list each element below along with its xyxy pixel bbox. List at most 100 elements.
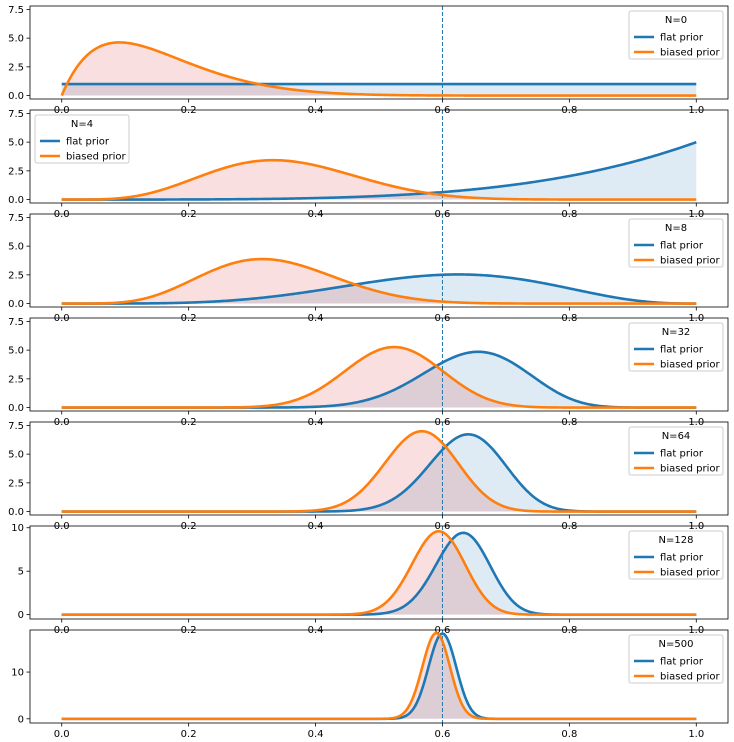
y-tick-label: 5.0 bbox=[8, 138, 24, 149]
x-tick-label: 0.4 bbox=[308, 521, 324, 532]
plot-area bbox=[61, 214, 697, 307]
legend: N=500 flat prior biased prior bbox=[628, 634, 724, 684]
legend-title: N=0 bbox=[665, 15, 687, 26]
y-tick-label: 2.5 bbox=[8, 270, 24, 281]
legend-box bbox=[34, 114, 130, 164]
axes-frame bbox=[29, 213, 729, 308]
flat-prior-fill bbox=[61, 142, 697, 200]
y-tick-label: 2.5 bbox=[8, 374, 24, 385]
x-tick-label: 0.4 bbox=[308, 313, 324, 324]
flat-prior-line bbox=[61, 632, 697, 721]
x-tick-label: 0.0 bbox=[54, 625, 70, 636]
legend-label: biased prior bbox=[660, 672, 720, 683]
biased-prior-fill bbox=[61, 259, 697, 304]
legend: N=4 flat prior biased prior bbox=[34, 114, 130, 164]
y-tick-label: 7.5 bbox=[8, 317, 24, 328]
x-tick-label: 0.8 bbox=[561, 729, 577, 740]
x-tick-label: 0.8 bbox=[561, 521, 577, 532]
x-tick-label: 0.0 bbox=[54, 209, 70, 220]
legend-title: N=32 bbox=[662, 327, 691, 338]
y-tick-label: 0.0 bbox=[8, 299, 24, 310]
y-tick-label: 10 bbox=[11, 668, 24, 679]
legend-title: N=8 bbox=[665, 223, 687, 234]
x-tick-label: 1.0 bbox=[688, 105, 704, 116]
legend-title: N=64 bbox=[662, 431, 691, 442]
legend-title: N=4 bbox=[71, 119, 93, 130]
panel-n-500: 0.0 0.2 0.4 0.6 0.8 1.0 0 10 N=500 flat prior bias… bbox=[11, 629, 729, 740]
legend-label: flat prior bbox=[660, 657, 704, 668]
x-tick-label: 0.8 bbox=[561, 417, 577, 428]
x-tick-label: 0.0 bbox=[54, 105, 70, 116]
flat-prior-line bbox=[61, 531, 697, 616]
flat-prior-fill bbox=[61, 351, 697, 408]
x-tick-label: 0.4 bbox=[308, 729, 324, 740]
legend: N=64 flat prior biased prior bbox=[628, 426, 724, 476]
y-tick-label: 10 bbox=[11, 523, 24, 534]
flat-prior-fill bbox=[61, 84, 697, 96]
plot-area bbox=[61, 526, 697, 619]
x-tick-label: 0.0 bbox=[54, 313, 70, 324]
x-tick-label: 0.2 bbox=[181, 521, 197, 532]
legend-box bbox=[628, 426, 724, 476]
legend: N=32 flat prior biased prior bbox=[628, 322, 724, 372]
axes-frame bbox=[29, 525, 729, 620]
axes-frame bbox=[29, 109, 729, 204]
x-tick-label: 0.8 bbox=[561, 313, 577, 324]
legend-label: biased prior bbox=[660, 256, 720, 267]
y-tick-label: 0.0 bbox=[8, 403, 24, 414]
legend-title: N=500 bbox=[659, 639, 694, 650]
x-tick-label: 0.2 bbox=[181, 417, 197, 428]
legend-box bbox=[628, 322, 724, 372]
biased-prior-line bbox=[61, 158, 697, 201]
x-tick-label: 1.0 bbox=[688, 521, 704, 532]
legend: N=128 flat prior biased prior bbox=[628, 530, 724, 580]
legend-label: biased prior bbox=[660, 464, 720, 475]
x-tick-label: 0.4 bbox=[308, 209, 324, 220]
legend-label: flat prior bbox=[660, 449, 704, 460]
flat-prior-fill bbox=[61, 274, 697, 304]
axes-frame bbox=[29, 317, 729, 412]
legend-label: biased prior bbox=[660, 360, 720, 371]
x-tick-label: 0.0 bbox=[54, 521, 70, 532]
x-tick-label: 1.0 bbox=[688, 625, 704, 636]
x-tick-label: 0.6 bbox=[435, 729, 451, 740]
legend-label: flat prior bbox=[660, 33, 704, 44]
legend: N=8 flat prior biased prior bbox=[628, 218, 724, 268]
plot-area bbox=[61, 630, 697, 723]
flat-prior-fill bbox=[61, 633, 697, 719]
flat-prior-line bbox=[61, 273, 697, 305]
legend-label: flat prior bbox=[66, 137, 110, 148]
x-tick-label: 0.2 bbox=[181, 625, 197, 636]
y-tick-label: 7.5 bbox=[8, 5, 24, 16]
biased-prior-line bbox=[61, 529, 697, 616]
y-tick-label: 0.0 bbox=[8, 91, 24, 102]
legend-title: N=128 bbox=[659, 535, 694, 546]
legend-box bbox=[628, 530, 724, 580]
x-tick-label: 0.8 bbox=[561, 105, 577, 116]
plot-area bbox=[61, 110, 697, 203]
x-tick-label: 0.8 bbox=[561, 209, 577, 220]
biased-prior-line bbox=[61, 345, 697, 409]
x-tick-label: 1.0 bbox=[688, 729, 704, 740]
y-tick-label: 2.5 bbox=[8, 478, 24, 489]
plot-area bbox=[61, 318, 697, 411]
x-tick-label: 1.0 bbox=[688, 313, 704, 324]
biased-prior-fill bbox=[61, 42, 697, 96]
legend-label: flat prior bbox=[660, 345, 704, 356]
axes-frame bbox=[29, 5, 729, 100]
x-tick-label: 0.2 bbox=[181, 209, 197, 220]
legend: N=0 flat prior biased prior bbox=[628, 10, 724, 60]
x-tick-label: 0.8 bbox=[561, 625, 577, 636]
y-tick-label: 7.5 bbox=[8, 213, 24, 224]
y-tick-label: 0 bbox=[18, 714, 24, 725]
y-tick-label: 5 bbox=[18, 567, 24, 578]
x-tick-label: 0.4 bbox=[308, 625, 324, 636]
x-tick-label: 0.2 bbox=[181, 729, 197, 740]
legend-label: flat prior bbox=[660, 553, 704, 564]
axes-frame bbox=[29, 421, 729, 516]
biased-prior-fill bbox=[61, 531, 697, 615]
